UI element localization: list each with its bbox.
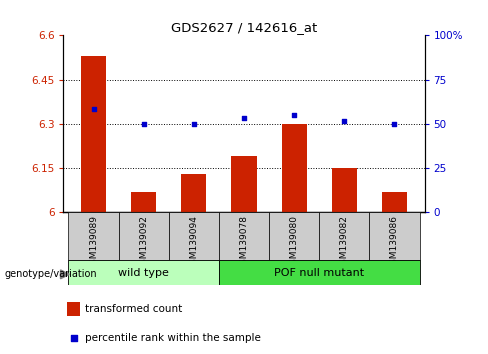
Text: GSM139089: GSM139089 <box>89 215 98 270</box>
Bar <box>131 192 156 212</box>
Bar <box>81 56 106 212</box>
Text: GSM139080: GSM139080 <box>290 215 299 270</box>
Bar <box>231 156 257 212</box>
Text: GSM139078: GSM139078 <box>240 215 248 270</box>
Bar <box>67 302 80 316</box>
Point <box>240 115 248 121</box>
Text: wild type: wild type <box>118 268 169 278</box>
Bar <box>282 124 306 212</box>
Point <box>90 106 98 112</box>
Bar <box>68 212 119 260</box>
Point <box>190 121 198 127</box>
Point <box>341 118 348 124</box>
Bar <box>219 212 269 260</box>
Polygon shape <box>61 270 69 279</box>
Text: POF null mutant: POF null mutant <box>274 268 365 278</box>
Bar <box>169 212 219 260</box>
Bar <box>332 168 357 212</box>
Point <box>70 335 78 341</box>
Bar <box>219 260 420 285</box>
Point <box>390 121 398 127</box>
Bar <box>369 212 420 260</box>
Bar <box>182 174 206 212</box>
Text: GSM139086: GSM139086 <box>390 215 399 270</box>
Text: genotype/variation: genotype/variation <box>5 269 98 279</box>
Title: GDS2627 / 142616_at: GDS2627 / 142616_at <box>171 21 317 34</box>
Bar <box>319 212 369 260</box>
Point <box>290 112 298 118</box>
Bar <box>269 212 319 260</box>
Bar <box>119 212 169 260</box>
Bar <box>382 192 407 212</box>
Text: GSM139092: GSM139092 <box>139 215 148 270</box>
Bar <box>68 260 219 285</box>
Text: percentile rank within the sample: percentile rank within the sample <box>85 333 261 343</box>
Text: transformed count: transformed count <box>85 304 183 314</box>
Text: GSM139094: GSM139094 <box>189 215 198 270</box>
Point <box>140 121 147 127</box>
Text: GSM139082: GSM139082 <box>340 215 349 270</box>
